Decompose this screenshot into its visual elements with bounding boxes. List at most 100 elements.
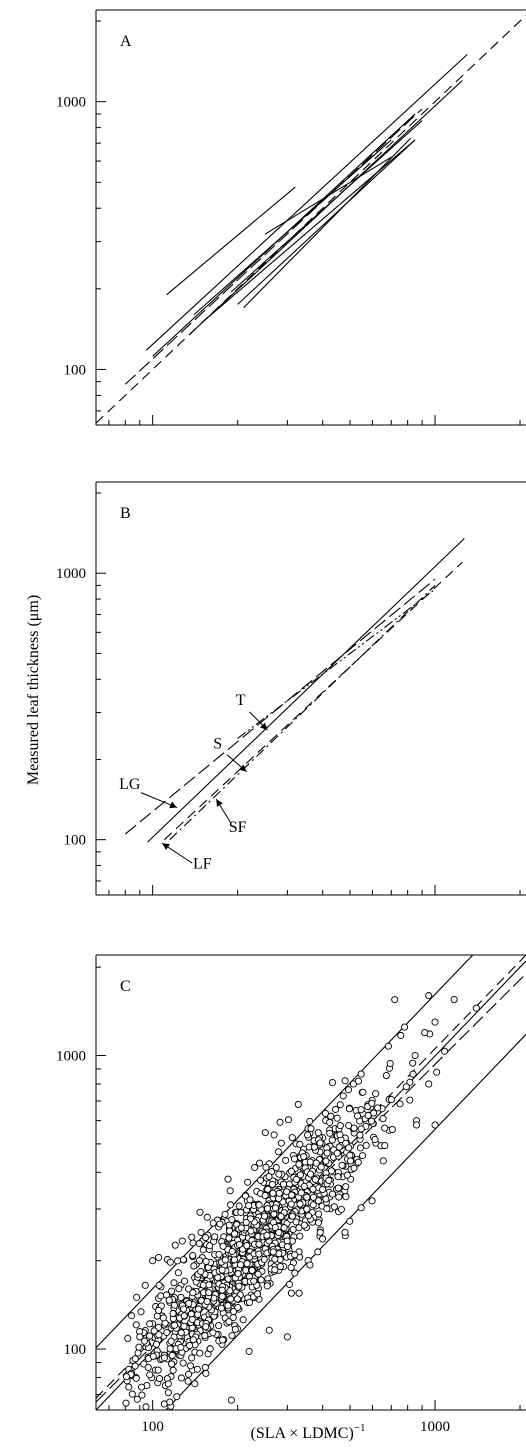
data-point [291,1269,299,1277]
data-point [189,1252,197,1260]
data-point [296,1140,304,1148]
series-line [243,137,412,309]
data-point [397,1031,405,1040]
series-line [166,186,296,296]
data-point [235,1282,243,1290]
data-point [189,1239,197,1247]
data-point [190,1262,198,1270]
data-point [287,1289,295,1297]
data-point [431,1018,439,1026]
data-point [269,1189,277,1197]
data-point [282,1156,290,1164]
data-point [230,1256,238,1264]
data-point [339,1092,347,1100]
data-point [316,1139,324,1147]
data-point [336,1101,344,1109]
series-line [145,54,468,351]
data-point [227,1396,235,1404]
data-point [146,1320,154,1328]
data-point [197,1228,205,1236]
data-point [206,1242,214,1250]
data-point [165,1296,173,1304]
data-point [356,1131,364,1139]
data-point [283,1333,291,1341]
data-point [180,1305,188,1313]
data-point [142,1403,150,1410]
data-point [364,1111,372,1120]
data-point [177,1374,185,1382]
y-tick-label: 100 [64,833,87,849]
data-point [316,1228,324,1236]
data-point [353,1112,362,1120]
data-point [206,1345,214,1353]
data-point [226,1187,234,1195]
data-point [177,1329,185,1337]
series-line [96,15,526,424]
data-point [296,1232,304,1240]
annotation-label: S [213,735,222,752]
data-point [406,1078,414,1086]
x-tick-label: 1000 [420,1419,450,1435]
data-point [292,1175,300,1183]
data-point [193,1365,201,1373]
data-point [165,1414,171,1420]
panel-letter: A [120,33,132,50]
data-point [303,1205,311,1213]
data-point [303,1193,311,1201]
data-point [157,1292,165,1300]
data-point [138,1383,146,1391]
data-point [284,1116,293,1124]
series-line [147,538,465,843]
data-point [202,1369,210,1377]
data-point [174,1415,180,1421]
series-line [264,156,392,235]
data-point [149,1352,157,1360]
data-point [276,1263,284,1271]
data-point [144,1363,152,1371]
series-line [193,139,392,316]
data-point [368,1099,376,1107]
data-point [135,1343,143,1351]
data-point [421,1029,429,1037]
data-point [356,1144,364,1152]
data-point [150,1327,158,1335]
data-point [133,1293,141,1301]
data-point [218,1266,226,1274]
data-point [287,1167,295,1175]
data-point [304,1212,313,1220]
data-point [350,1164,358,1172]
y-tick-label: 1000 [56,566,86,582]
data-point [169,1309,177,1318]
annotation-arrowhead [216,799,223,807]
data-point [239,1316,247,1324]
data-point [153,1312,161,1320]
data-point [149,1257,157,1265]
data-point [328,1136,336,1144]
data-point [185,1285,193,1293]
data-point [205,1289,213,1297]
data-point [263,1282,271,1290]
data-point [343,1171,351,1179]
data-point [319,1235,327,1243]
data-point [285,1280,293,1288]
data-point [228,1216,236,1224]
data-point [379,1115,387,1123]
data-point [218,1286,226,1294]
panel-letter: B [120,505,131,522]
data-point [310,1143,318,1151]
data-point [224,1175,232,1183]
x-axis-label-main: (SLA × LDMC) [251,1425,354,1442]
data-point [224,1302,232,1310]
data-point [231,1230,239,1238]
data-point [185,1299,193,1307]
data-point [334,1173,342,1181]
data-point [268,1180,276,1188]
data-point [225,1234,233,1242]
data-point [431,1121,439,1129]
data-point [233,1295,241,1303]
data-point [371,1135,379,1144]
data-point [184,1377,192,1385]
data-point [174,1257,182,1265]
data-point [188,1315,196,1324]
data-point [189,1289,197,1297]
